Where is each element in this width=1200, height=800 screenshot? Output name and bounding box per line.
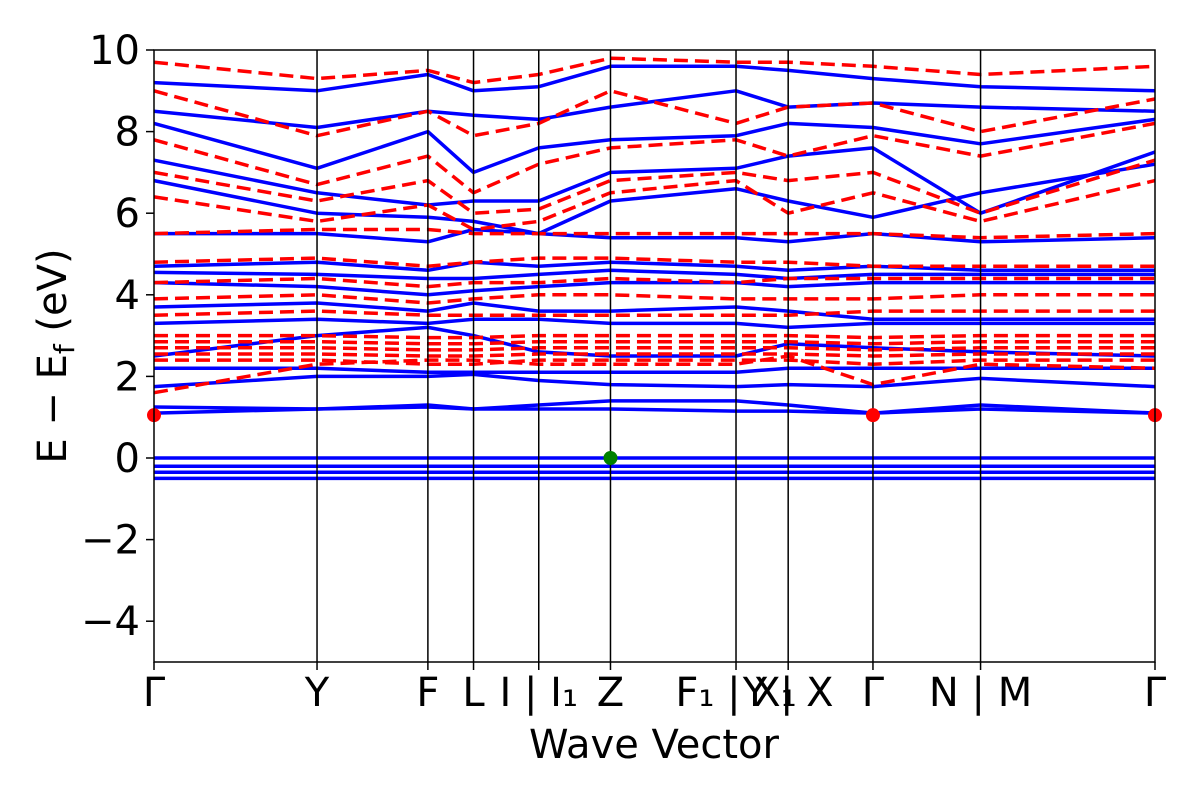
- dashed-band-7: [153, 293, 1155, 305]
- y-axis-label-sub: f: [48, 343, 81, 354]
- y-tick-label-5: 6: [115, 191, 140, 237]
- y-tick-label-7: 10: [89, 28, 140, 74]
- solid-band-7: [154, 366, 1155, 375]
- plot-frame: [153, 49, 1156, 663]
- x-tick-label-10: Γ: [1144, 670, 1167, 716]
- dashed-band-8: [153, 276, 1155, 289]
- y-tick-label-0: −4: [81, 599, 140, 645]
- dashed-band-14: [153, 89, 1156, 138]
- x-axis-label: Wave Vector: [529, 722, 780, 768]
- x-tick-label-5: Z: [597, 670, 624, 716]
- x-tick-label-2: F: [416, 670, 439, 716]
- x-tick-label-7: Y | X: [742, 670, 834, 716]
- x-tick-label-8: Γ: [862, 670, 885, 716]
- dashed-band-10: [153, 227, 1156, 240]
- y-tick-label-3: 2: [115, 354, 140, 400]
- dashed-band-9: [153, 256, 1155, 268]
- y-tick-label-6: 8: [115, 110, 140, 156]
- solid-band-18: [153, 89, 1156, 130]
- y-tick-label-2: 0: [115, 436, 140, 482]
- dashed-band-6: [153, 309, 1155, 317]
- x-tick-label-9: N | M: [929, 670, 1032, 716]
- dashed-band-4: [154, 339, 1155, 346]
- dashed-band-5: [154, 333, 1155, 340]
- dashed-band-1: [154, 358, 1155, 366]
- y-axis-label: E − Ef (eV): [30, 248, 81, 463]
- band-edge-marker-3: [603, 451, 618, 465]
- y-axis-label-unit: (eV): [30, 248, 76, 344]
- x-tick-label-0: Γ: [143, 670, 166, 716]
- y-axis-label-main: E − E: [30, 354, 76, 464]
- dashed-band-2: [154, 352, 1155, 358]
- dashed-band-12: [153, 158, 1156, 215]
- dashed-band-15: [153, 56, 1156, 85]
- x-tick-label-4: I | I₁: [499, 670, 578, 716]
- y-tick-label-1: −2: [81, 518, 140, 564]
- y-axis-ticks: −4 −2 0 2 4 6 8 10: [81, 28, 154, 645]
- x-tick-label-6: F₁ | X₁: [675, 670, 796, 716]
- band-edge-marker-1: [865, 408, 880, 423]
- x-tick-label-1: Y: [304, 670, 330, 716]
- x-tick-label-3: L: [462, 670, 485, 716]
- dashed-band-3: [154, 346, 1155, 352]
- solid-band-11: [153, 280, 1155, 297]
- solid-band-6: [153, 372, 1156, 389]
- y-tick-label-4: 4: [115, 273, 140, 319]
- kpath-divider-lines: [316, 50, 982, 662]
